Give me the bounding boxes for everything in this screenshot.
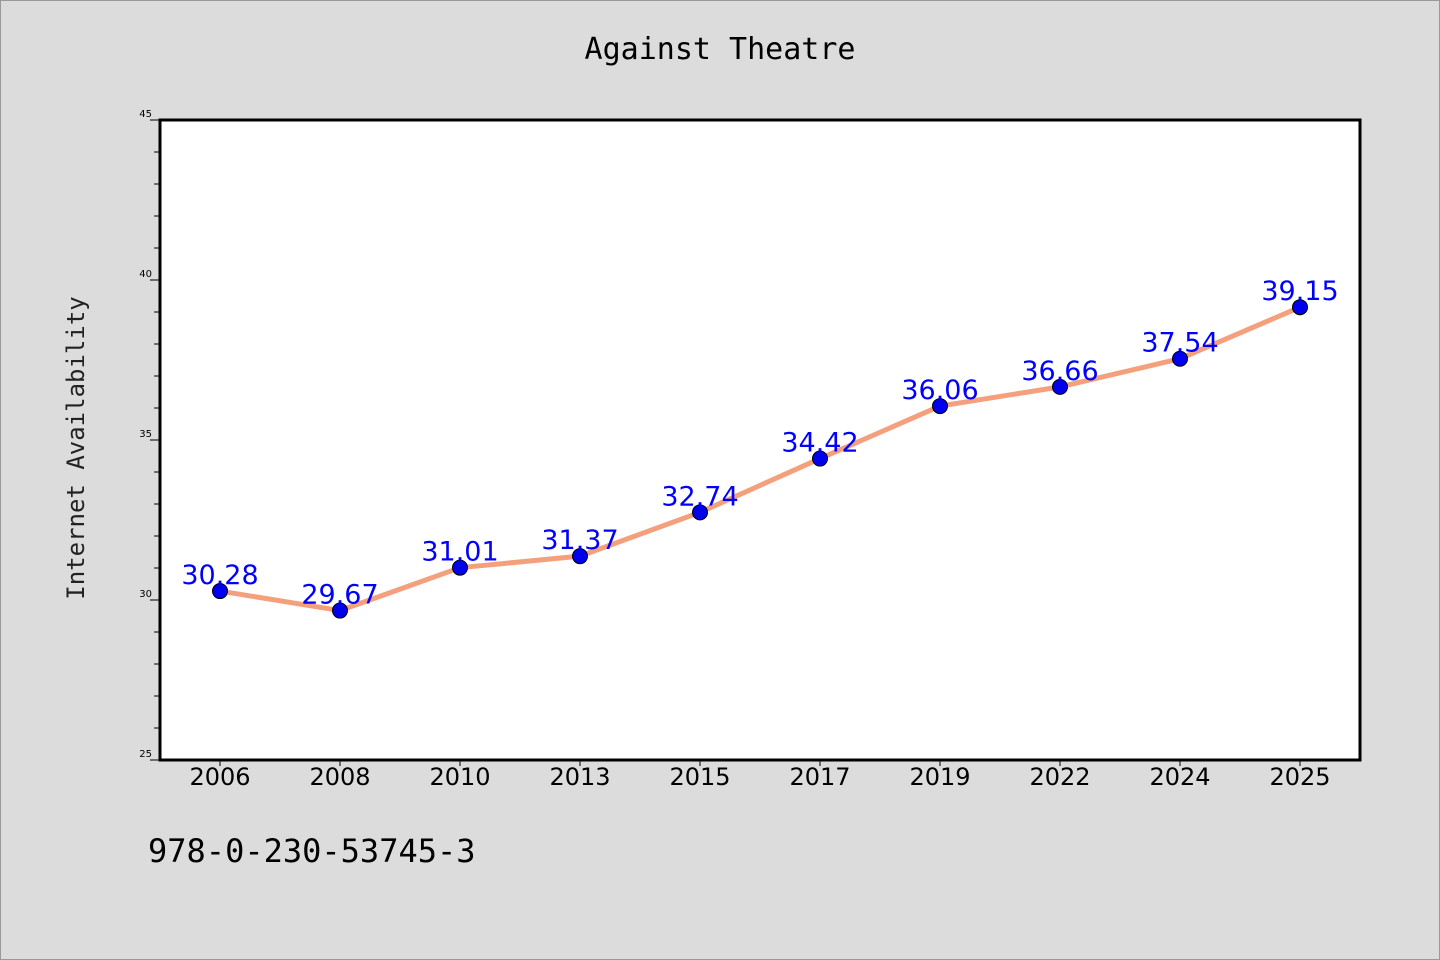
x-tick-label: 2006 — [189, 763, 250, 791]
y-tick-label: 25 — [139, 749, 152, 760]
data-label: 32.74 — [661, 481, 738, 512]
y-tick-label: 40 — [139, 269, 152, 280]
plot-area — [158, 118, 1362, 762]
chart-title: Against Theatre — [584, 32, 856, 67]
data-label: 31.37 — [541, 525, 618, 556]
x-tick-label: 2008 — [309, 763, 370, 791]
data-point — [572, 548, 588, 565]
y-tick-label: 45 — [139, 109, 152, 120]
data-point — [932, 398, 948, 415]
x-tick-label: 2013 — [549, 763, 610, 791]
x-tick-label: 2022 — [1029, 763, 1090, 791]
data-point — [452, 559, 468, 576]
data-point — [212, 583, 228, 600]
data-label: 30.28 — [181, 560, 258, 591]
x-tick-label: 2017 — [789, 763, 850, 791]
series-layer: 30.28 29.67 31.01 31.37 32.74 34.42 36.06 36.66… — [181, 276, 1339, 619]
series-line — [217, 304, 1303, 614]
y-tick-label: 35 — [139, 429, 152, 440]
x-tick-label: 2015 — [669, 763, 730, 791]
x-tick-label: 2019 — [909, 763, 970, 791]
data-label: 37.54 — [1141, 328, 1218, 359]
data-label: 29.67 — [301, 580, 378, 611]
y-tick-label: 30 — [139, 589, 152, 600]
data-point — [1292, 299, 1308, 316]
data-point — [812, 450, 828, 467]
data-point — [692, 504, 708, 521]
data-label: 39.15 — [1261, 276, 1338, 307]
data-point — [332, 602, 348, 619]
x-tick-label: 2024 — [1149, 763, 1210, 791]
x-tick-label: 2010 — [429, 763, 490, 791]
isbn-text: 978-0-230-53745-3 — [148, 832, 476, 870]
x-axis: 2006 2008 2010 2013 2015 2017 2019 2022 2024 2025 — [189, 760, 1331, 791]
data-label: 36.66 — [1021, 356, 1098, 387]
data-label: 31.01 — [421, 537, 498, 568]
y-axis: 25 30 35 40 45 — [139, 109, 160, 761]
data-label: 34.42 — [781, 428, 858, 459]
data-point — [1052, 378, 1068, 395]
x-tick-label: 2025 — [1269, 763, 1330, 791]
data-label: 36.06 — [901, 375, 978, 406]
data-point — [1172, 350, 1188, 367]
